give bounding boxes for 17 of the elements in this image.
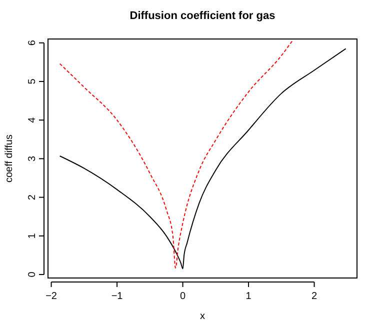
x-tick-label: 0 [180,291,186,302]
line-series [59,40,294,268]
y-tick-label: 0 [27,271,38,278]
x-tick-label: 2 [311,291,318,302]
y-tick-label: 1 [27,232,38,239]
x-axis-title: x [200,311,205,322]
y-axis-title: coeff diffus [4,134,15,182]
line-series [59,48,346,270]
y-tick-label: 4 [27,116,38,123]
y-tick-label: 3 [27,155,38,162]
x-tick-label: −2 [46,291,58,302]
y-tick-label: 6 [27,40,38,46]
y-tick-label: 5 [27,78,38,84]
y-tick-label: 2 [27,194,38,200]
chart-title: Diffusion coefficient for gas [130,10,276,22]
x-tick-label: −1 [111,291,124,302]
x-tick-label: 1 [246,291,252,302]
